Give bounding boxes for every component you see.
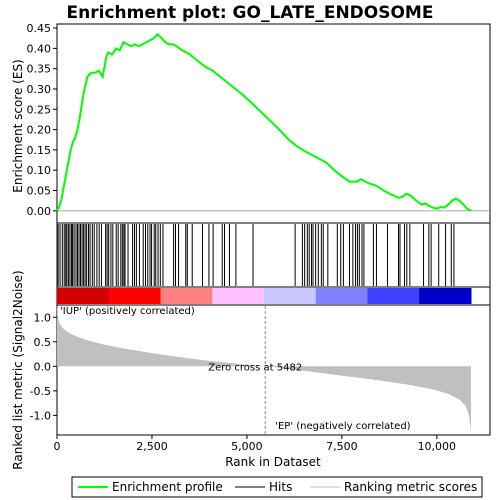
legend: Enrichment profile Hits Ranking metric s… <box>71 476 483 498</box>
legend-label-ranking-metric: Ranking metric scores <box>344 480 477 494</box>
es-y-tick-label: 0.40 <box>27 42 52 55</box>
metric-y-tick-label: -1.0 <box>30 409 51 422</box>
es-y-tick-label: 0.45 <box>27 22 52 35</box>
strip-segment <box>108 288 162 304</box>
chart-title: Enrichment plot: GO_LATE_ENDOSOME <box>67 3 434 23</box>
legend-label-enrichment-profile: Enrichment profile <box>112 480 223 494</box>
metric-y-label: Ranked list metric (Signal2Noise) <box>11 270 25 469</box>
metric-panel: -1.0 -0.5 0.0 0.5 1.0 Zero cross at 5482 'IU… <box>11 270 491 470</box>
metric-y-tick-label: -0.5 <box>30 385 51 398</box>
es-y-tick-label: 0.35 <box>27 63 52 76</box>
strip-segment <box>57 288 110 304</box>
legend-box <box>71 476 483 498</box>
metric-y-tick-label: 1.0 <box>34 311 52 324</box>
es-y-tick-label: 0.20 <box>27 124 52 137</box>
es-y-tick-label: 0.05 <box>27 185 52 198</box>
strip-segment <box>212 288 265 304</box>
metric-panel-frame <box>56 304 491 436</box>
rank-color-strip <box>56 286 491 306</box>
es-panel: 0.00 0.05 0.10 0.15 0.20 0.25 0.30 0.35 0.40 0.45… <box>11 22 491 224</box>
es-y-tick-label: 0.10 <box>27 164 52 177</box>
x-tick-label: 5,000 <box>231 440 263 453</box>
metric-y-tick-label: 0.0 <box>34 360 52 373</box>
positive-correlation-label: 'IUP' (positively correlated) <box>60 306 195 317</box>
es-y-tick-label: 0.30 <box>27 83 52 96</box>
negative-correlation-label: 'EP' (negatively correlated) <box>275 421 410 432</box>
es-y-ticks: 0.00 0.05 0.10 0.15 0.20 0.25 0.30 0.35 0.40 0.45 <box>27 22 57 218</box>
x-tick-label: 0 <box>54 440 61 453</box>
strip-segment <box>367 288 420 304</box>
es-y-tick-label: 0.15 <box>27 144 52 157</box>
es-y-label: Enrichment score (ES) <box>11 59 25 192</box>
enrichment-profile-line <box>56 32 472 212</box>
legend-label-hits: Hits <box>269 480 292 494</box>
ranking-metric-area <box>57 305 471 433</box>
hit-lines <box>57 224 455 286</box>
strip-segments <box>57 288 472 304</box>
x-axis-label: Rank in Dataset <box>225 455 321 469</box>
zero-cross-label: Zero cross at 5482 <box>208 362 302 373</box>
strip-segment <box>264 288 317 304</box>
strip-segment <box>315 288 369 304</box>
metric-y-ticks: -1.0 -0.5 0.0 0.5 1.0 <box>30 311 57 422</box>
strip-segment <box>160 288 213 304</box>
x-tick-label: 7,500 <box>326 440 358 453</box>
es-y-tick-label: 0.25 <box>27 103 52 116</box>
hits-panel <box>56 222 491 288</box>
x-axis-ticks: 0 2,500 5,000 7,500 10,000 <box>54 435 457 453</box>
metric-y-tick-label: 0.5 <box>34 336 52 349</box>
x-tick-label: 2,500 <box>136 440 168 453</box>
strip-segment <box>419 288 472 304</box>
es-y-tick-label: 0.00 <box>27 205 52 218</box>
x-tick-label: 10,000 <box>418 440 457 453</box>
